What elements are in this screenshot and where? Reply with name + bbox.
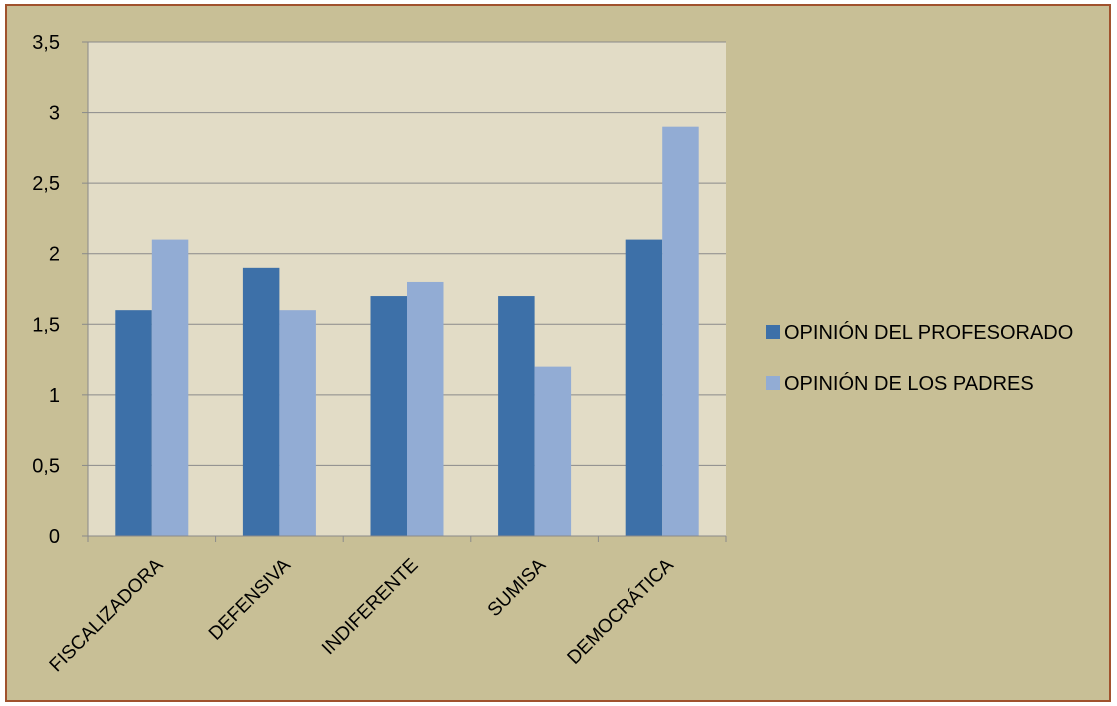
- bar-padres: [151, 239, 189, 536]
- y-tick-label: 2,5: [32, 173, 60, 195]
- bar-profesorado: [370, 296, 407, 536]
- x-tick-label: INDIFERENTE: [318, 555, 422, 659]
- bar-profesorado: [498, 296, 535, 536]
- x-tick-labels: FISCALIZADORA DEFENSIVA INDIFERENTE SUMISA D…: [46, 554, 678, 676]
- bar-padres: [534, 366, 572, 536]
- y-tick-label: 2: [49, 244, 60, 266]
- y-tick-label: 0,5: [32, 455, 60, 477]
- x-tick-label: DEMOCRÁTICA: [564, 554, 678, 668]
- y-tick-label: 1: [49, 385, 60, 407]
- legend-label-profesorado: OPINIÓN DEL PROFESORADO: [784, 321, 1073, 344]
- legend-swatch-padres: [766, 376, 780, 390]
- x-tick-label: SUMISA: [484, 554, 551, 621]
- legend-label-padres: OPINIÓN DE LOS PADRES: [784, 372, 1034, 395]
- y-tick-label: 3,5: [32, 32, 60, 54]
- bar-profesorado: [242, 267, 280, 536]
- bar-padres: [279, 310, 316, 536]
- legend-swatch-profesorado: [766, 325, 780, 339]
- bar-profesorado: [625, 239, 663, 536]
- y-tick-labels: 0 0,5 1 1,5 2 2,5 3 3,5: [32, 32, 88, 548]
- x-tick-label: DEFENSIVA: [205, 554, 295, 644]
- bar-padres: [662, 126, 699, 536]
- bar-padres: [407, 281, 444, 536]
- y-tick-label: 1,5: [32, 314, 60, 336]
- y-tick-label: 0: [49, 526, 60, 548]
- x-tick-label: FISCALIZADORA: [46, 554, 168, 676]
- bars: [115, 126, 699, 536]
- y-tick-label: 3: [49, 103, 60, 125]
- bar-profesorado: [115, 310, 152, 536]
- axes: [87, 42, 727, 542]
- legend: OPINIÓN DEL PROFESORADO OPINIÓN DE LOS P…: [766, 321, 1073, 395]
